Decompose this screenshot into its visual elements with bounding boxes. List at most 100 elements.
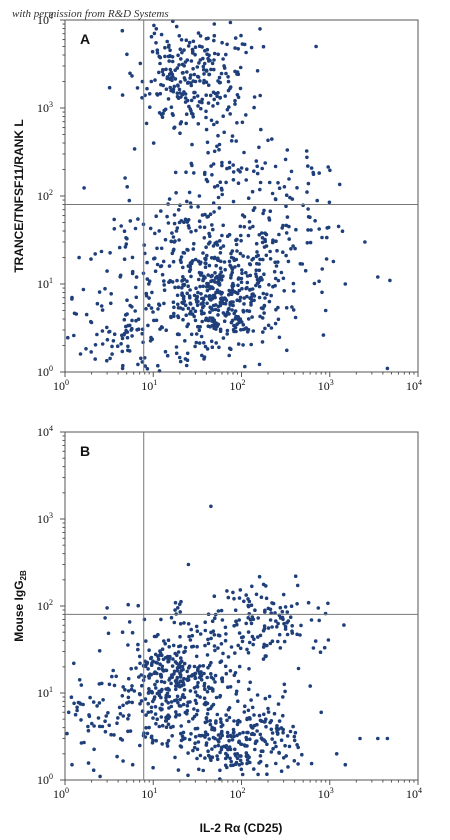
panel-a-event-dot — [255, 171, 260, 176]
panel-a-event-dot — [241, 308, 245, 313]
panel-a-event-dot — [84, 312, 89, 317]
panel-a-event-dot — [281, 276, 286, 281]
panel-a-event-dot — [230, 308, 234, 312]
panel-b-event-dot — [273, 740, 277, 745]
panel-a-event-dot — [234, 242, 239, 247]
panel-b-event-dot — [178, 644, 183, 648]
panel-b-event-dot — [252, 713, 256, 717]
panel-b-event-dot — [250, 731, 255, 736]
panel-b-event-dot — [192, 686, 197, 690]
panel-a-event-dot — [225, 328, 230, 333]
panel-a-event-dot — [70, 295, 74, 300]
panel-a-event-dot — [275, 248, 279, 253]
panel-b-event-dot — [289, 604, 294, 608]
panel-b-event-dot — [159, 679, 164, 684]
panel-b-event-dot — [182, 683, 186, 687]
panel-a-event-dot — [282, 185, 287, 189]
panel-a-event-dot — [163, 107, 168, 112]
panel-a-event-dot — [242, 302, 246, 306]
panel-b-event-dot — [270, 601, 274, 605]
panel-b-event-dot — [186, 751, 190, 755]
panel-a-event-dot — [232, 290, 237, 294]
panel-a-y-tick-label: 103 — [37, 100, 53, 115]
panel-b-event-dot — [174, 710, 178, 714]
panel-a-event-dot — [277, 232, 281, 237]
panel-a-event-dot — [141, 340, 145, 345]
panel-a-event-dot — [258, 27, 262, 31]
panel-b-event-dot — [287, 744, 292, 749]
panel-a-event-dot — [158, 55, 163, 60]
panel-a-event-dot — [176, 96, 181, 100]
panel-b-event-dot — [73, 712, 78, 717]
panel-a-event-dot — [259, 306, 264, 310]
panel-b-event-dot — [237, 763, 242, 767]
panel-b-event-dot — [223, 638, 228, 643]
panel-b-event-dot — [171, 657, 175, 661]
panel-b-event-dot — [261, 582, 266, 587]
panel-b-event-dot — [224, 744, 229, 748]
panel-b-event-dot — [176, 606, 180, 610]
panel-a-x-tick-label: 101 — [141, 378, 157, 393]
panel-a-event-dot — [240, 120, 245, 125]
panel-a-event-dot — [204, 127, 209, 132]
panel-a-event-dot — [215, 274, 219, 279]
panel-b-event-dot — [282, 621, 286, 626]
panel-a-event-dot — [189, 109, 193, 113]
panel-b-event-dot — [213, 673, 218, 678]
panel-b-event-dot — [221, 651, 225, 656]
panel-b-event-dot — [195, 747, 200, 752]
panel-b-event-dot — [232, 719, 236, 723]
panel-a-event-dot — [317, 171, 322, 175]
panel-b-event-dot — [151, 765, 155, 770]
panel-a-event-dot — [337, 182, 342, 187]
panel-a-event-dot — [209, 339, 214, 344]
panel-b-event-dot — [264, 763, 269, 768]
panel-a-event-dot — [244, 178, 248, 182]
panel-b-event-dot — [211, 735, 216, 740]
panel-a-event-dot — [245, 294, 249, 299]
panel-a-event-dot — [180, 300, 184, 305]
panel-b-event-dot — [165, 744, 170, 748]
panel-b-x-tick-label: 100 — [53, 786, 69, 801]
panel-a-event-dot — [218, 239, 222, 243]
panel-b-event-dot — [121, 685, 125, 689]
panel-b-event-dot — [120, 738, 125, 742]
panel-b-event-dot — [209, 636, 213, 641]
panel-a-event-dot — [192, 95, 196, 100]
panel-b-event-dot — [270, 731, 275, 735]
panel-a-event-dot — [178, 203, 182, 207]
panel-a-event-dot — [149, 34, 154, 39]
panel-b-event-dot — [187, 737, 192, 742]
panel-b-event-dot — [174, 713, 179, 717]
panel-b-event-dot — [193, 698, 198, 703]
panel-a-event-dot — [226, 88, 231, 93]
panel-b-event-dot — [248, 717, 252, 721]
panel-a-event-dot — [185, 220, 190, 224]
panel-a-event-dot — [111, 339, 116, 343]
panel-b-event-dot — [247, 687, 251, 692]
panel-b-event-dot — [176, 700, 180, 705]
panel-a-event-dot — [177, 238, 181, 242]
panel-a-event-dot — [177, 63, 181, 67]
panel-a-event-dot — [152, 31, 157, 36]
panel-b-event-dot — [166, 722, 171, 727]
panel-a-event-dot — [140, 96, 144, 100]
panel-a-event-dot — [239, 280, 244, 285]
panel-a-event-dot — [210, 223, 214, 227]
panel-a-event-dot — [198, 34, 203, 38]
panel-a-event-dot — [183, 217, 188, 222]
panel-b-event-dot — [385, 736, 390, 741]
panel-a-event-dot — [235, 93, 240, 97]
panel-a-event-dot — [134, 318, 138, 323]
panel-a-event-dot — [105, 269, 109, 273]
panel-a-event-dot — [152, 23, 156, 28]
panel-b-event-dot — [167, 656, 171, 661]
panel-b-event-dot — [148, 656, 153, 661]
panel-b-event-dot — [129, 666, 133, 671]
panel-a-event-dot — [218, 303, 223, 308]
panel-b-event-dot — [183, 645, 188, 650]
panel-a-event-dot — [171, 235, 176, 239]
panel-a-event-dot — [200, 213, 205, 217]
panel-a-event-dot — [184, 38, 189, 42]
panel-b-event-dot — [139, 699, 144, 703]
